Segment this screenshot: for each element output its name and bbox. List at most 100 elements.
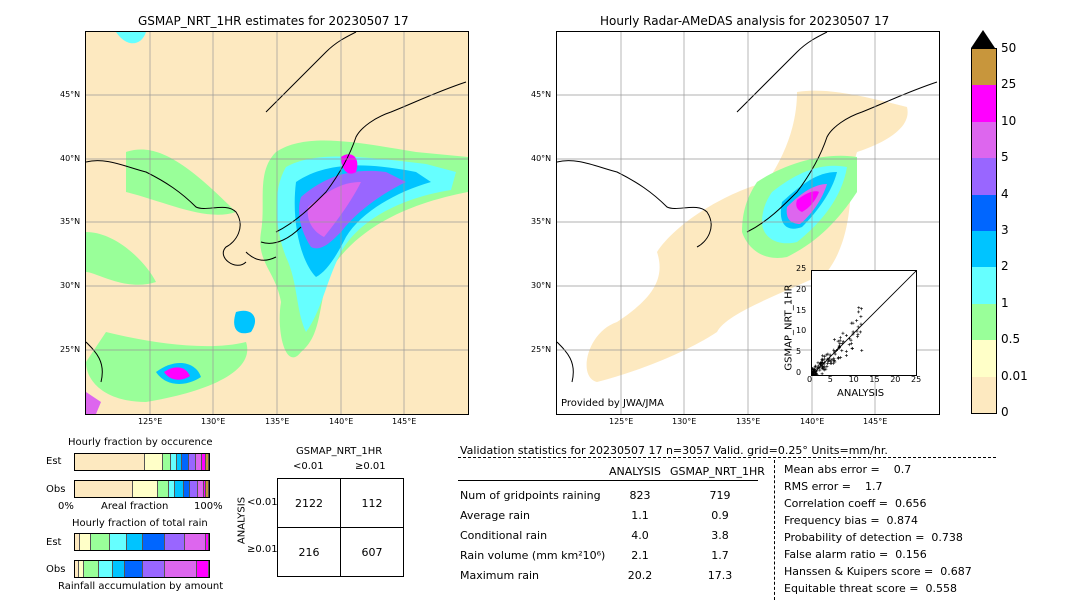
validation-row-analysis: 2.1 — [631, 549, 649, 562]
occurrence-est-bar — [74, 453, 210, 471]
validation-row-label: Rain volume (mm km²10⁶) — [460, 549, 606, 562]
validation-row-gsmap: 719 — [709, 489, 731, 502]
contingency-row-ge: ≥0.01 — [247, 544, 278, 555]
scatter-xtick: 15 — [869, 375, 880, 384]
occurrence-obs-bar — [74, 480, 210, 498]
scatter-ytick: 5 — [796, 347, 802, 357]
score-line: Frequency bias = 0.874 — [784, 514, 919, 527]
scatter-point — [822, 361, 826, 365]
colorbar-label: 5 — [1001, 150, 1009, 165]
left-map — [85, 31, 469, 415]
validation-row-analysis: 4.0 — [631, 529, 649, 542]
fraction-segment — [175, 481, 184, 497]
validation-underline — [458, 480, 758, 481]
credit-label: Provided by JWA/JMA — [561, 398, 664, 409]
scatter-point — [851, 321, 855, 325]
scatter-ytick: 10 — [796, 326, 807, 336]
right-lon-label: 135°E — [736, 417, 761, 426]
scatter-point — [844, 349, 848, 353]
scatter-point — [822, 354, 826, 358]
scatter-point — [812, 373, 814, 375]
scatter-plot — [811, 270, 917, 376]
right-map: Provided by JWA/JMA — [556, 31, 940, 415]
colorbar-segment — [972, 121, 996, 159]
fraction-segment — [125, 561, 144, 577]
fraction-segment — [91, 534, 110, 550]
right-map-svg — [557, 32, 939, 414]
scatter-point — [838, 338, 842, 342]
scatter-point — [839, 356, 843, 360]
fraction-segment — [188, 454, 196, 470]
scatter-point — [849, 342, 853, 346]
fraction-segment — [176, 454, 183, 470]
colorbar-label: 4 — [1001, 186, 1009, 201]
scatter-point — [856, 332, 860, 336]
fraction-segment — [83, 561, 100, 577]
colorbar-label: 0.5 — [1001, 332, 1021, 347]
left-lon-label: 135°E — [265, 417, 290, 426]
scatter-point — [840, 349, 844, 353]
scatter-point — [844, 353, 848, 357]
validation-row-label: Conditional rain — [460, 529, 548, 542]
scatter-point — [832, 356, 836, 360]
fraction-segment — [202, 454, 207, 470]
left-map-svg — [86, 32, 468, 414]
scatter-point — [826, 352, 830, 356]
colorbar-label: 1 — [1001, 295, 1009, 310]
validation-col-gsmap: GSMAP_NRT_1HR — [670, 465, 765, 478]
scatter-point — [825, 364, 829, 368]
scatter-point — [813, 365, 817, 369]
contingency-cell: 607 — [340, 527, 404, 577]
right-lat-label: 40°N — [531, 154, 552, 163]
scores-divider — [774, 460, 775, 600]
scatter-xtick: 25 — [911, 375, 922, 384]
scatter-point — [822, 365, 826, 369]
fraction-segment — [164, 534, 185, 550]
fraction-segment — [143, 561, 166, 577]
right-lon-label: 125°E — [609, 417, 634, 426]
right-map-title: Hourly Radar-AMeDAS analysis for 2023050… — [600, 14, 890, 28]
scatter-point — [821, 364, 825, 368]
scatter-point — [812, 369, 815, 373]
scatter-point — [820, 372, 824, 375]
validation-header: Validation statistics for 20230507 17 n=… — [460, 444, 888, 457]
scatter-point — [833, 350, 837, 354]
scatter-point — [857, 310, 861, 314]
scatter-point — [841, 339, 845, 343]
scatter-point — [838, 341, 842, 345]
fraction-segment — [190, 481, 199, 497]
scatter-point — [830, 358, 834, 362]
scatter-point — [833, 352, 837, 356]
scatter-point — [828, 353, 832, 357]
scatter-point — [818, 368, 822, 372]
scatter-point — [856, 325, 860, 329]
fraction-segment — [99, 561, 113, 577]
total-rain-obs-bar — [74, 560, 210, 578]
scatter-point — [838, 344, 842, 348]
scatter-xlabel: ANALYSIS — [837, 388, 885, 399]
scatter-point — [827, 356, 831, 360]
left-lat-label: 25°N — [60, 345, 81, 354]
scatter-point — [836, 356, 840, 360]
scatter-point — [849, 338, 853, 342]
scatter-ytick: 20 — [796, 284, 807, 294]
validation-col-analysis: ANALYSIS — [609, 465, 661, 478]
scatter-point — [856, 335, 860, 339]
scatter-ylabel: GSMAP_NRT_1HR — [783, 284, 795, 371]
contingency-cell: 112 — [340, 478, 404, 528]
colorbar-segment — [972, 194, 996, 231]
scatter-xtick: 0 — [807, 375, 813, 384]
colorbar-arrow — [971, 30, 995, 48]
scatter-point — [812, 373, 815, 375]
colorbar-label: 10 — [1001, 113, 1017, 128]
scatter-xtick: 5 — [827, 375, 833, 384]
colorbar-label: 0.01 — [1001, 368, 1028, 383]
fraction-segment — [206, 481, 209, 497]
scatter-point — [838, 336, 842, 340]
right-lat-label: 45°N — [531, 90, 552, 99]
right-lon-label: 130°E — [672, 417, 697, 426]
colorbar-segment — [972, 340, 996, 377]
fraction-segment — [163, 454, 172, 470]
scatter-point — [833, 359, 837, 363]
scatter-point — [812, 373, 814, 375]
